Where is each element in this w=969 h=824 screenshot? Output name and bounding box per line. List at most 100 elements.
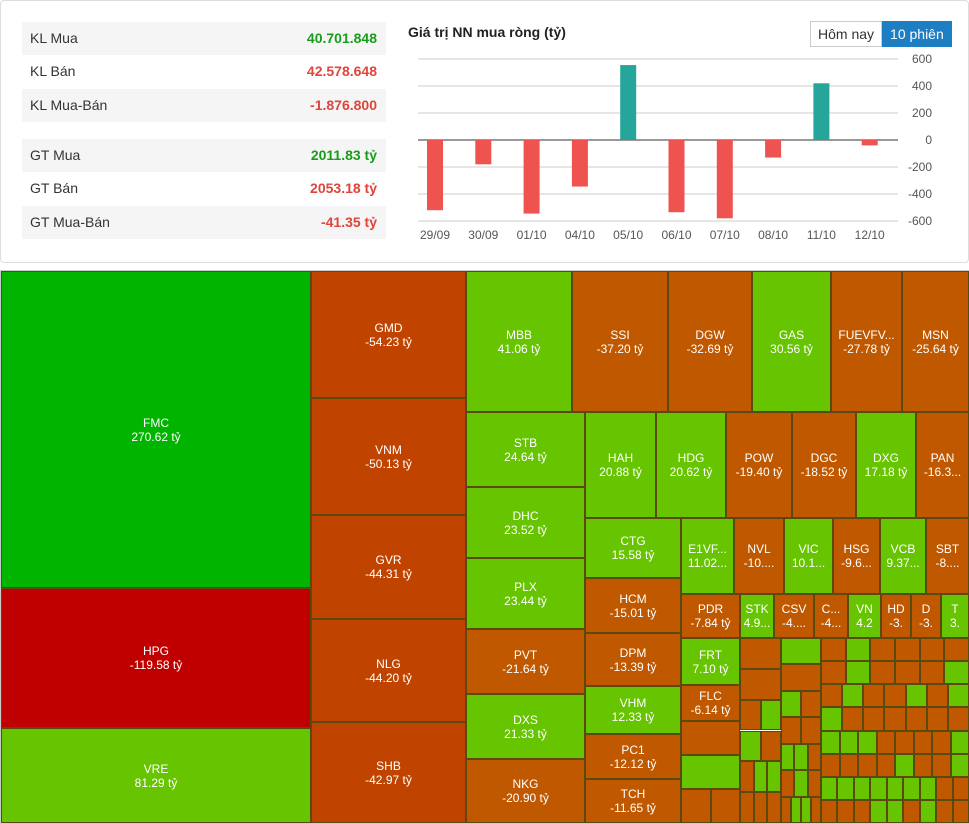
- treemap-small-tile[interactable]: [781, 743, 795, 771]
- treemap-small-tile[interactable]: [895, 730, 914, 754]
- treemap-small-tile[interactable]: [811, 796, 821, 823]
- treemap-tile[interactable]: FRT 7.10 tỷ: [681, 638, 740, 685]
- today-button[interactable]: Hôm nay: [810, 21, 883, 47]
- treemap-small-tile[interactable]: [944, 638, 969, 662]
- treemap-small-tile[interactable]: [876, 730, 895, 754]
- treemap-small-tile[interactable]: [944, 661, 969, 685]
- treemap-small-tile[interactable]: [919, 799, 937, 823]
- treemap-tile[interactable]: PC1 -12.12 tỷ: [585, 734, 681, 779]
- treemap-small-tile[interactable]: [905, 684, 927, 708]
- treemap-tile[interactable]: HDG 20.62 tỷ: [656, 412, 726, 518]
- treemap-tile[interactable]: VHM 12.33 tỷ: [585, 686, 681, 734]
- treemap-small-tile[interactable]: [876, 753, 895, 777]
- treemap-small-tile[interactable]: [947, 707, 969, 731]
- treemap-small-tile[interactable]: [740, 638, 781, 669]
- treemap-tile[interactable]: HAH 20.88 tỷ: [585, 412, 656, 518]
- treemap-tile[interactable]: GAS 30.56 tỷ: [752, 271, 831, 412]
- treemap-tile[interactable]: SBT -8....: [926, 518, 969, 594]
- treemap-tile[interactable]: CSV -4....: [774, 594, 814, 638]
- treemap-tile[interactable]: CTG 15.58 tỷ: [585, 518, 681, 578]
- treemap-small-tile[interactable]: [839, 730, 858, 754]
- treemap-tile[interactable]: NLG -44.20 tỷ: [311, 619, 466, 722]
- treemap-small-tile[interactable]: [821, 776, 838, 800]
- treemap-small-tile[interactable]: [740, 699, 761, 731]
- treemap-tile[interactable]: HD -3.: [881, 594, 911, 638]
- treemap-small-tile[interactable]: [794, 770, 808, 797]
- treemap-small-tile[interactable]: [884, 684, 906, 708]
- treemap-tile[interactable]: MSN -25.64 tỷ: [902, 271, 969, 412]
- treemap-small-tile[interactable]: [837, 776, 854, 800]
- treemap-small-tile[interactable]: [886, 776, 904, 800]
- treemap-small-tile[interactable]: [791, 796, 801, 823]
- treemap-small-tile[interactable]: [905, 707, 927, 731]
- treemap-small-tile[interactable]: [932, 753, 951, 777]
- treemap-tile[interactable]: GMD -54.23 tỷ: [311, 271, 466, 398]
- treemap-tile[interactable]: FUEVFV... -27.78 tỷ: [831, 271, 902, 412]
- treemap-tile[interactable]: PDR -7.84 tỷ: [681, 594, 740, 638]
- treemap-small-tile[interactable]: [807, 743, 821, 771]
- treemap-small-tile[interactable]: [886, 799, 904, 823]
- treemap-small-tile[interactable]: [821, 661, 846, 685]
- treemap-tile[interactable]: HCM -15.01 tỷ: [585, 578, 681, 633]
- treemap-small-tile[interactable]: [839, 753, 858, 777]
- treemap-small-tile[interactable]: [952, 799, 969, 823]
- treemap-small-tile[interactable]: [740, 730, 761, 762]
- treemap-tile[interactable]: STK 4.9...: [740, 594, 774, 638]
- treemap-small-tile[interactable]: [926, 684, 948, 708]
- treemap-small-tile[interactable]: [710, 789, 740, 823]
- treemap-small-tile[interactable]: [801, 717, 821, 744]
- treemap-small-tile[interactable]: [807, 770, 821, 797]
- treemap-tile[interactable]: DPM -13.39 tỷ: [585, 633, 681, 686]
- treemap-tile[interactable]: FMC 270.62 tỷ: [1, 271, 311, 588]
- treemap-small-tile[interactable]: [870, 799, 887, 823]
- treemap-small-tile[interactable]: [895, 753, 914, 777]
- treemap-small-tile[interactable]: [845, 661, 871, 685]
- treemap-small-tile[interactable]: [858, 753, 877, 777]
- treemap-small-tile[interactable]: [781, 638, 821, 665]
- treemap-tile[interactable]: D -3.: [911, 594, 941, 638]
- treemap-small-tile[interactable]: [753, 761, 768, 793]
- treemap-small-tile[interactable]: [895, 661, 920, 685]
- treemap-tile[interactable]: TCH -11.65 tỷ: [585, 779, 681, 823]
- treemap-tile[interactable]: SSI -37.20 tỷ: [572, 271, 668, 412]
- treemap-small-tile[interactable]: [932, 730, 951, 754]
- treemap-tile[interactable]: HPG -119.58 tỷ: [1, 588, 311, 728]
- treemap-small-tile[interactable]: [781, 690, 801, 718]
- treemap-small-tile[interactable]: [794, 743, 808, 771]
- treemap-small-tile[interactable]: [740, 761, 754, 793]
- treemap-small-tile[interactable]: [781, 796, 791, 823]
- treemap-tile[interactable]: VIC 10.1...: [784, 518, 833, 594]
- treemap-small-tile[interactable]: [919, 638, 945, 662]
- treemap-small-tile[interactable]: [919, 776, 937, 800]
- treemap-tile[interactable]: DGC -18.52 tỷ: [792, 412, 856, 518]
- treemap-small-tile[interactable]: [919, 661, 945, 685]
- treemap-small-tile[interactable]: [870, 661, 895, 685]
- treemap-tile[interactable]: SHB -42.97 tỷ: [311, 722, 466, 823]
- treemap-small-tile[interactable]: [842, 684, 864, 708]
- treemap-small-tile[interactable]: [853, 776, 871, 800]
- treemap-small-tile[interactable]: [801, 796, 811, 823]
- treemap-tile[interactable]: DGW -32.69 tỷ: [668, 271, 752, 412]
- treemap-small-tile[interactable]: [753, 792, 768, 823]
- treemap-small-tile[interactable]: [821, 707, 843, 731]
- treemap-small-tile[interactable]: [863, 707, 885, 731]
- treemap-small-tile[interactable]: [903, 799, 920, 823]
- treemap-small-tile[interactable]: [681, 789, 711, 823]
- treemap-tile[interactable]: PAN -16.3...: [916, 412, 969, 518]
- treemap-tile[interactable]: FLC -6.14 tỷ: [681, 685, 740, 721]
- treemap-tile[interactable]: VRE 81.29 tỷ: [1, 728, 311, 823]
- treemap-tile[interactable]: PVT -21.64 tỷ: [466, 629, 585, 694]
- treemap-small-tile[interactable]: [936, 776, 953, 800]
- treemap-small-tile[interactable]: [681, 721, 740, 755]
- treemap-tile[interactable]: NVL -10....: [734, 518, 784, 594]
- treemap-tile[interactable]: VNM -50.13 tỷ: [311, 398, 466, 515]
- treemap-tile[interactable]: VCB 9.37...: [880, 518, 926, 594]
- treemap-small-tile[interactable]: [903, 776, 920, 800]
- treemap-tile[interactable]: HSG -9.6...: [833, 518, 880, 594]
- treemap-small-tile[interactable]: [863, 684, 885, 708]
- treemap-small-tile[interactable]: [781, 664, 821, 691]
- treemap-small-tile[interactable]: [760, 730, 781, 762]
- treemap-small-tile[interactable]: [952, 776, 969, 800]
- treemap-small-tile[interactable]: [837, 799, 854, 823]
- treemap-small-tile[interactable]: [926, 707, 948, 731]
